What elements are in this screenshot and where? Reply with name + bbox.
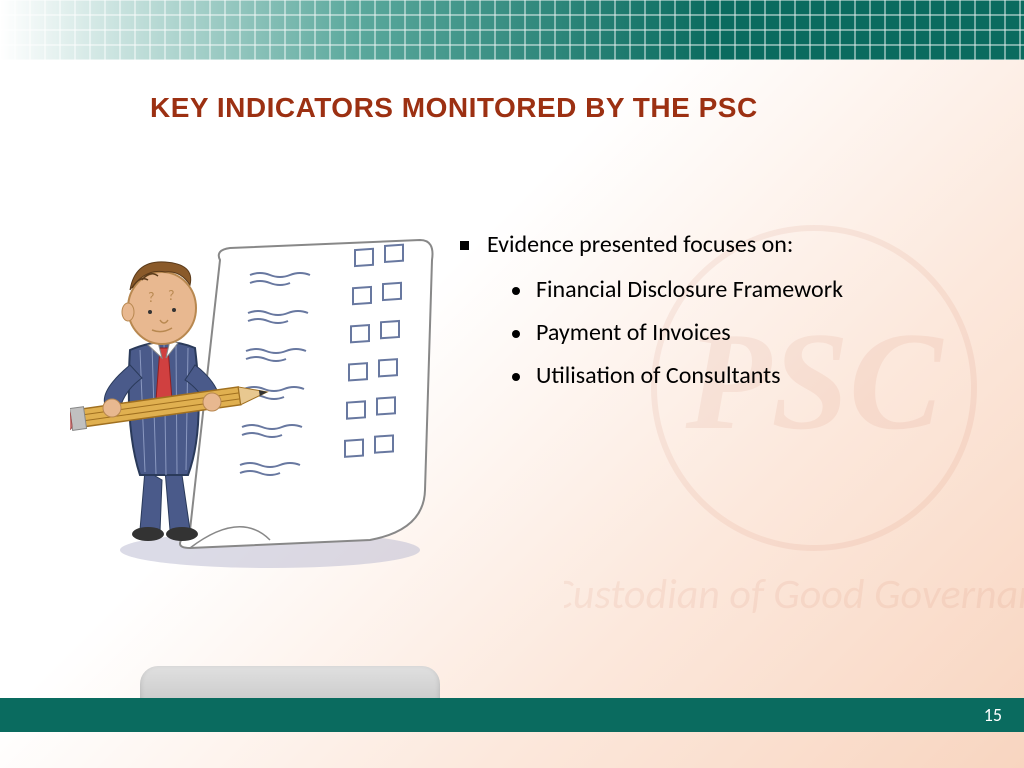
bullet-item: Financial Disclosure Framework (512, 275, 984, 304)
square-bullet-icon (460, 241, 469, 250)
slide-title: KEY INDICATORS MONITORED BY THE PSC (150, 92, 1024, 124)
svg-text:?: ? (148, 289, 155, 306)
round-bullet-icon (512, 373, 520, 381)
bullet-text: Payment of Invoices (536, 318, 731, 347)
top-grid-decoration (0, 0, 1024, 60)
lead-text: Evidence presented focuses on: (487, 230, 793, 259)
bullet-item: Payment of Invoices (512, 318, 984, 347)
footer-bar (0, 698, 1024, 732)
svg-text:Custodian of Good Governance: Custodian of Good Governance (564, 569, 1024, 620)
page-number: 15 (984, 704, 1002, 726)
bullet-text: Financial Disclosure Framework (536, 275, 843, 304)
lead-line: Evidence presented focuses on: (460, 230, 984, 259)
text-column: Evidence presented focuses on: Financial… (460, 230, 984, 570)
svg-text:?: ? (168, 287, 175, 304)
checklist-illustration: ? ? (70, 230, 450, 570)
bullet-text: Utilisation of Consultants (536, 361, 781, 390)
round-bullet-icon (512, 330, 520, 338)
content-row: ? ? (70, 230, 984, 570)
bullet-item: Utilisation of Consultants (512, 361, 984, 390)
round-bullet-icon (512, 287, 520, 295)
